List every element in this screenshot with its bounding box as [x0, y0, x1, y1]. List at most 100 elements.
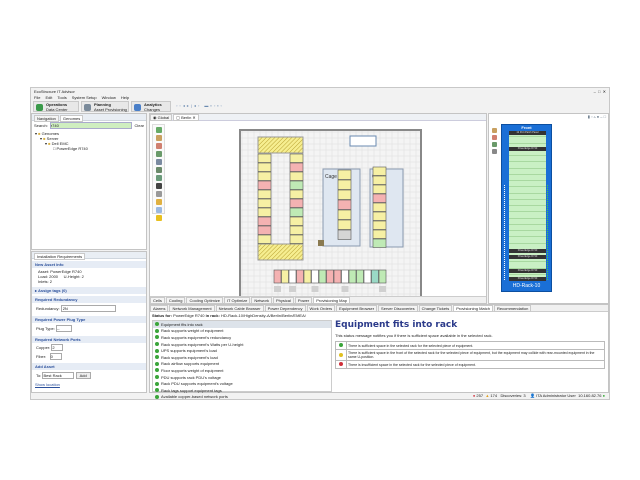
floor-rack[interactable]	[257, 198, 272, 208]
menu-edit[interactable]: Edit	[45, 95, 53, 100]
floor-plan[interactable]: CageCage	[150, 122, 486, 298]
error-count[interactable]: 257	[476, 393, 484, 398]
floor-rack[interactable]	[289, 180, 304, 190]
floor-rack[interactable]	[289, 153, 304, 163]
tab-provisioning-map[interactable]: Provisioning Map	[313, 297, 350, 304]
rack-u-slot[interactable]	[509, 156, 546, 163]
rack-u-slot[interactable]	[509, 137, 546, 144]
target-rack-select[interactable]: Best Rack	[42, 372, 75, 379]
print-icon[interactable]	[155, 159, 162, 165]
check-item[interactable]: PDU supports rack PDU's voltage	[153, 374, 331, 381]
rack-u-slot[interactable]	[509, 237, 546, 244]
floor-rack[interactable]	[288, 269, 297, 284]
rack-view-toolbar[interactable]: ▮ ▫ ▵ ● – □	[587, 114, 606, 119]
zoom-out-icon[interactable]	[492, 135, 497, 140]
perspective-planning[interactable]: Planning Asset Provisioning	[81, 101, 129, 112]
check-item[interactable]: UPS supports equipment's load	[153, 347, 331, 354]
check-item[interactable]: Floor supports weight of equipment	[153, 367, 331, 374]
tab-work-orders[interactable]: Work Orders	[306, 305, 336, 312]
rack-u-slot[interactable]	[509, 225, 546, 231]
floor-rack[interactable]	[289, 216, 304, 226]
note-icon[interactable]	[155, 215, 162, 221]
floor-rack[interactable]	[337, 189, 352, 200]
rack-device[interactable]: PowerEdge R740	[509, 255, 546, 259]
sun-icon[interactable]	[155, 199, 162, 205]
tab-equipment-browser[interactable]: Equipment Browser	[336, 305, 378, 312]
rack-u-slot[interactable]	[509, 256, 546, 263]
tab-server-discoveries[interactable]: Server Discoveries	[378, 305, 418, 312]
tab-cooling[interactable]: Cooling	[165, 297, 186, 304]
clear-button[interactable]: Clear	[134, 123, 144, 128]
zoom-out-icon[interactable]	[155, 143, 162, 149]
rack-device[interactable]: PowerEdge R740	[509, 269, 546, 273]
rack-u-slot[interactable]	[509, 175, 546, 181]
check-item[interactable]: Rack supports weight of equipment	[153, 328, 331, 335]
menu-window[interactable]: Window	[101, 95, 116, 100]
floor-rack[interactable]	[363, 269, 372, 284]
tab-berlin[interactable]: ▢ Berlin ✕	[173, 114, 199, 121]
tree-item-dell-emc[interactable]: ▾ ■ Dell EMC	[45, 141, 69, 146]
check-item[interactable]: Rack airflow supports equipment	[153, 361, 331, 368]
floor-rack[interactable]	[257, 162, 272, 172]
check-item[interactable]: Rack supports equipment's Watts per U-he…	[153, 341, 331, 348]
floor-rack[interactable]	[289, 189, 304, 199]
rack-u-slot[interactable]	[509, 181, 546, 188]
rack-u-slot[interactable]	[509, 131, 546, 138]
floor-rack[interactable]	[257, 225, 272, 235]
floor-rack[interactable]	[356, 269, 364, 284]
floor-rack[interactable]	[348, 269, 357, 284]
floor-rack[interactable]	[257, 171, 272, 181]
tab-cells[interactable]: Cells	[150, 297, 165, 304]
grid-icon[interactable]	[492, 149, 497, 154]
tab-cooling-optimize[interactable]: Cooling Optimize	[186, 297, 223, 304]
floor-rack[interactable]	[289, 225, 304, 235]
floor-rack[interactable]	[257, 234, 272, 244]
floor-rack[interactable]	[289, 198, 304, 208]
rack-u-slot[interactable]	[509, 162, 546, 169]
window-controls[interactable]: – □ ✕	[593, 89, 606, 94]
floor-rack[interactable]	[372, 229, 387, 239]
rack-hd-rack-10[interactable]: Front 12 Port Patch Panel PowerEdge R740 P…	[501, 124, 552, 292]
rack-icon[interactable]	[155, 207, 162, 213]
rack-u-slot[interactable]	[509, 187, 546, 194]
check-item[interactable]: Rack supports equipment's load	[153, 354, 331, 361]
floor-rack[interactable]	[341, 269, 349, 284]
plug-type-select[interactable]: --	[55, 325, 72, 332]
rack-u-slot[interactable]	[509, 231, 546, 238]
floor-rack[interactable]	[281, 269, 289, 284]
floor-rack[interactable]	[372, 184, 387, 194]
zoom-in-icon[interactable]	[492, 128, 497, 133]
tab-navigation[interactable]: Navigation	[34, 115, 59, 122]
floor-rack[interactable]	[289, 171, 304, 181]
tab-power[interactable]: Power	[294, 297, 313, 304]
floor-rack[interactable]	[337, 209, 352, 220]
zoom-in-icon[interactable]	[155, 135, 162, 141]
tab-it-optimize[interactable]: IT Optimize	[223, 297, 251, 304]
tree-item-poweredge-r740[interactable]: □ PowerEdge R740	[53, 146, 88, 151]
tab-global[interactable]: ◉ Global	[150, 114, 173, 121]
check-item[interactable]: Rack supports equipment's redundancy	[153, 334, 331, 341]
rack-u-slot[interactable]	[509, 194, 546, 200]
floor-rack[interactable]	[372, 211, 387, 221]
floor-rack[interactable]	[337, 219, 352, 230]
menu-tools[interactable]: Tools	[57, 95, 67, 100]
rack-device[interactable]: 12 Port Patch Panel	[509, 131, 546, 135]
tab-network-cable-browser[interactable]: Network Cable Browser	[215, 305, 264, 312]
check-item[interactable]: Equipment fits into rack	[153, 321, 331, 328]
grid-icon[interactable]	[155, 175, 162, 181]
floor-rack[interactable]	[337, 229, 352, 240]
tab-genomes[interactable]: Genomes	[59, 115, 84, 122]
floor-rack[interactable]	[318, 269, 327, 284]
floor-rack[interactable]	[372, 238, 387, 248]
select-icon[interactable]	[155, 127, 162, 133]
rack-u-slot[interactable]	[509, 150, 546, 156]
floor-rack[interactable]	[257, 216, 272, 226]
tab-recommendation[interactable]: Recommendation	[494, 305, 532, 312]
floor-rack[interactable]	[372, 193, 387, 203]
warning-count[interactable]: 174	[490, 393, 498, 398]
floor-rack[interactable]	[257, 207, 272, 217]
floor-rack[interactable]	[372, 202, 387, 212]
floor-rack[interactable]	[257, 189, 272, 199]
rack-u-slot[interactable]	[509, 219, 546, 225]
floor-rack[interactable]	[378, 269, 387, 284]
